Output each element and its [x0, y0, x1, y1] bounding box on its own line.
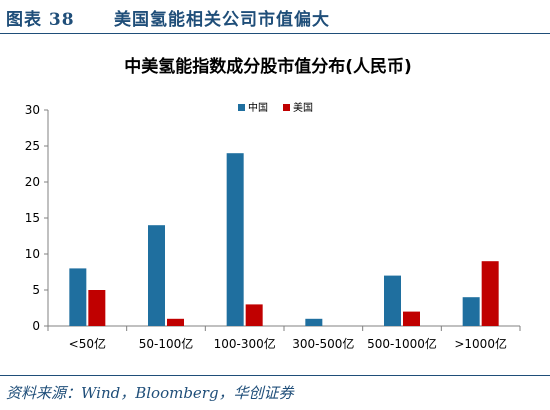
x-tick-label: 100-300亿 — [214, 336, 276, 351]
chart-area: 中美氢能指数成分股市值分布(人民币) 中国 美国 0 5 10 15 20 25 30 <5… — [0, 40, 550, 370]
x-tick-label: 300-500亿 — [292, 336, 354, 351]
bar-us-0 — [88, 290, 106, 326]
y-tick-label: 5 — [32, 283, 40, 297]
footer-rule — [0, 375, 550, 376]
x-axis-labels: <50亿 50-100亿 100-300亿 300-500亿 500-1000亿 >100… — [69, 336, 507, 351]
y-tick-label: 30 — [25, 103, 40, 117]
legend-label-us: 美国 — [293, 101, 313, 114]
x-tick-label: <50亿 — [69, 336, 106, 351]
figure-label: 图表 38 — [6, 10, 75, 30]
x-tick-label: 50-100亿 — [139, 336, 194, 351]
header-rule — [0, 33, 550, 34]
bar-chart: 中美氢能指数成分股市值分布(人民币) 中国 美国 0 5 10 15 20 25 30 <5… — [25, 56, 521, 351]
bar-china-0 — [69, 268, 87, 326]
figure-header: 图表 38 美国氢能相关公司市值偏大 — [0, 0, 550, 34]
y-tick-label: 15 — [25, 211, 40, 225]
y-tick-label: 0 — [32, 319, 40, 333]
chart-bars — [69, 153, 499, 326]
source-note: 资料来源：Wind，Bloomberg，华创证券 — [6, 384, 294, 402]
bar-china-5 — [462, 297, 480, 326]
legend-swatch-china — [238, 104, 245, 111]
x-tick-label: >1000亿 — [454, 336, 507, 351]
chart-axes: 0 5 10 15 20 25 30 — [25, 103, 521, 333]
bar-us-1 — [167, 318, 184, 326]
legend-swatch-us — [283, 104, 290, 111]
bar-china-1 — [148, 225, 165, 326]
y-tick-label: 10 — [25, 247, 40, 261]
chart-title: 中美氢能指数成分股市值分布(人民币) — [124, 56, 412, 77]
x-tick-label: 500-1000亿 — [367, 336, 437, 351]
y-tick-label: 20 — [25, 175, 40, 189]
bar-china-4 — [384, 275, 401, 326]
bar-us-5 — [481, 261, 499, 326]
y-tick-label: 25 — [25, 139, 40, 153]
bar-china-3 — [305, 318, 323, 326]
legend-label-china: 中国 — [248, 101, 268, 114]
bar-us-2 — [245, 304, 263, 326]
bar-china-2 — [226, 153, 244, 326]
chart-legend: 中国 美国 — [238, 101, 313, 114]
bar-us-4 — [403, 311, 420, 326]
figure-title: 美国氢能相关公司市值偏大 — [114, 10, 330, 30]
